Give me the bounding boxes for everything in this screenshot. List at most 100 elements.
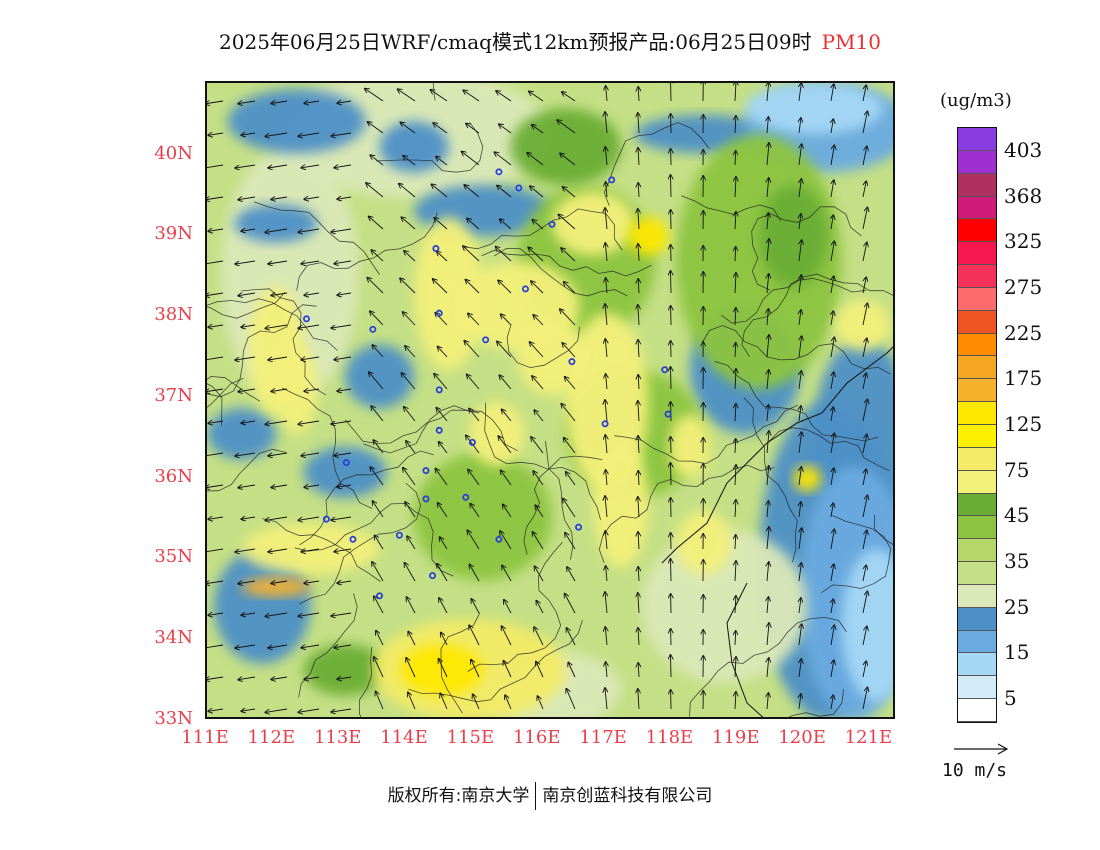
wind-arrow <box>337 197 352 199</box>
wind-arrow <box>735 596 736 614</box>
wind-arrow <box>605 496 607 518</box>
wind-arrow <box>799 659 801 678</box>
colorbar-swatch <box>958 470 996 494</box>
wind-arrow <box>638 532 639 550</box>
wind-arrow <box>208 229 224 231</box>
wind-arrow <box>408 692 416 710</box>
station-marker <box>429 572 437 580</box>
wind-arrow <box>799 179 801 198</box>
wind-arrow <box>671 367 672 390</box>
wind-arrow <box>238 581 256 584</box>
wind-arrow <box>473 694 480 710</box>
station-marker <box>422 495 430 503</box>
concentration-patch <box>793 465 822 492</box>
wind-arrow <box>799 406 801 422</box>
monitoring-stations <box>303 168 672 600</box>
station-marker <box>601 420 609 428</box>
colorbar-label: 25 <box>1004 594 1030 619</box>
wind-arrow <box>767 431 769 454</box>
boundary-line <box>714 360 879 442</box>
wind-arrow <box>605 688 607 710</box>
wind-arrow <box>433 123 448 134</box>
wind-arrow <box>638 401 639 422</box>
wind-arrow <box>799 624 802 646</box>
wind-arrow <box>862 181 866 198</box>
wind-arrow <box>207 452 224 456</box>
concentration-patch <box>759 185 828 288</box>
wind-arrow <box>735 465 736 486</box>
colorbar-swatch <box>958 379 996 403</box>
wind-arrow <box>405 346 416 358</box>
wind-arrow <box>605 339 607 358</box>
wind-arrow <box>439 598 448 614</box>
wind-arrow <box>767 658 769 678</box>
wind-arrow <box>463 90 480 102</box>
wind-arrow <box>505 695 512 710</box>
wind-arrow <box>374 657 384 678</box>
wind-arrow <box>862 338 867 358</box>
concentration-patch <box>834 299 891 351</box>
lat-tick-label: 34N <box>154 627 193 649</box>
wind-arrow <box>467 530 480 550</box>
wind-arrow <box>241 421 256 423</box>
colorbar-swatch <box>958 173 996 197</box>
wind-arrow <box>207 356 224 360</box>
wind-arrow <box>207 389 224 392</box>
wind-arrow <box>365 89 384 102</box>
wind-arrow <box>207 293 224 296</box>
wind-arrow <box>671 83 672 102</box>
colorbar-label: 5 <box>1004 686 1017 711</box>
boundary-line <box>359 647 373 717</box>
wind-arrow <box>638 305 639 326</box>
wind-arrow <box>436 157 448 166</box>
wind-arrow <box>376 631 384 646</box>
wind-arrow <box>370 155 384 166</box>
wind-arrow <box>334 549 352 552</box>
colorbar-label: 75 <box>1004 457 1030 482</box>
station-marker <box>568 358 576 366</box>
station-marker <box>664 410 672 418</box>
boundary-line <box>207 304 317 398</box>
wind-arrow <box>568 663 576 678</box>
wind-arrow <box>331 516 352 520</box>
wind-arrow <box>638 497 639 518</box>
wind-arrow <box>438 503 448 518</box>
colorbar-swatch <box>958 676 996 700</box>
wind-arrow <box>369 217 384 230</box>
wind-arrow <box>366 183 384 198</box>
wind-arrow <box>538 696 544 710</box>
colorbar-swatch <box>958 562 996 585</box>
lon-tick-label: 118E <box>645 727 694 748</box>
wind-arrow <box>469 625 480 646</box>
lon-tick-label: 112E <box>247 727 296 748</box>
concentration-patch <box>627 216 670 256</box>
concentration-patch <box>669 414 711 479</box>
wind-arrow <box>464 341 480 358</box>
station-marker <box>375 592 383 600</box>
wind-arrow <box>334 357 352 360</box>
wind-arrow <box>534 410 544 422</box>
wind-arrow <box>830 433 834 454</box>
wind-arrow <box>408 632 416 646</box>
colorbar-swatch <box>958 356 996 380</box>
wind-arrow <box>671 559 672 582</box>
wind-arrow <box>334 453 352 456</box>
wind-arrow <box>331 324 352 328</box>
wind-arrow <box>268 356 288 360</box>
wind-arrow <box>436 408 448 422</box>
wind-arrow <box>497 186 512 198</box>
boundary-line <box>207 448 287 492</box>
wind-arrow <box>432 184 448 198</box>
wind-arrow <box>298 228 320 232</box>
wind-arrow <box>403 156 416 166</box>
title-pollutant: PM10 <box>821 30 881 54</box>
wind-arrow <box>638 279 639 294</box>
wind-arrow <box>268 260 288 264</box>
wind-arrow <box>799 528 802 550</box>
colorbar-swatch <box>958 493 996 517</box>
wind-arrow <box>208 709 224 711</box>
wind-arrow <box>735 657 736 678</box>
wind-arrow <box>440 693 448 710</box>
wind-arrow <box>370 467 384 486</box>
wind-arrow <box>735 308 736 326</box>
